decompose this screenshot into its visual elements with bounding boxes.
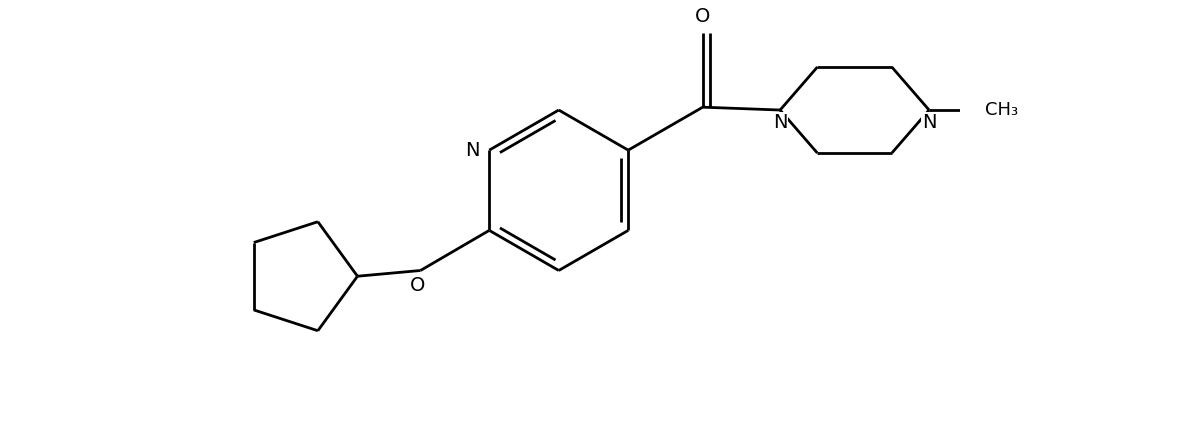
- Text: CH₃: CH₃: [986, 101, 1018, 119]
- Text: N: N: [921, 113, 937, 132]
- Text: N: N: [772, 113, 788, 132]
- Text: N: N: [465, 141, 479, 160]
- Text: O: O: [695, 7, 710, 26]
- Text: O: O: [410, 276, 426, 295]
